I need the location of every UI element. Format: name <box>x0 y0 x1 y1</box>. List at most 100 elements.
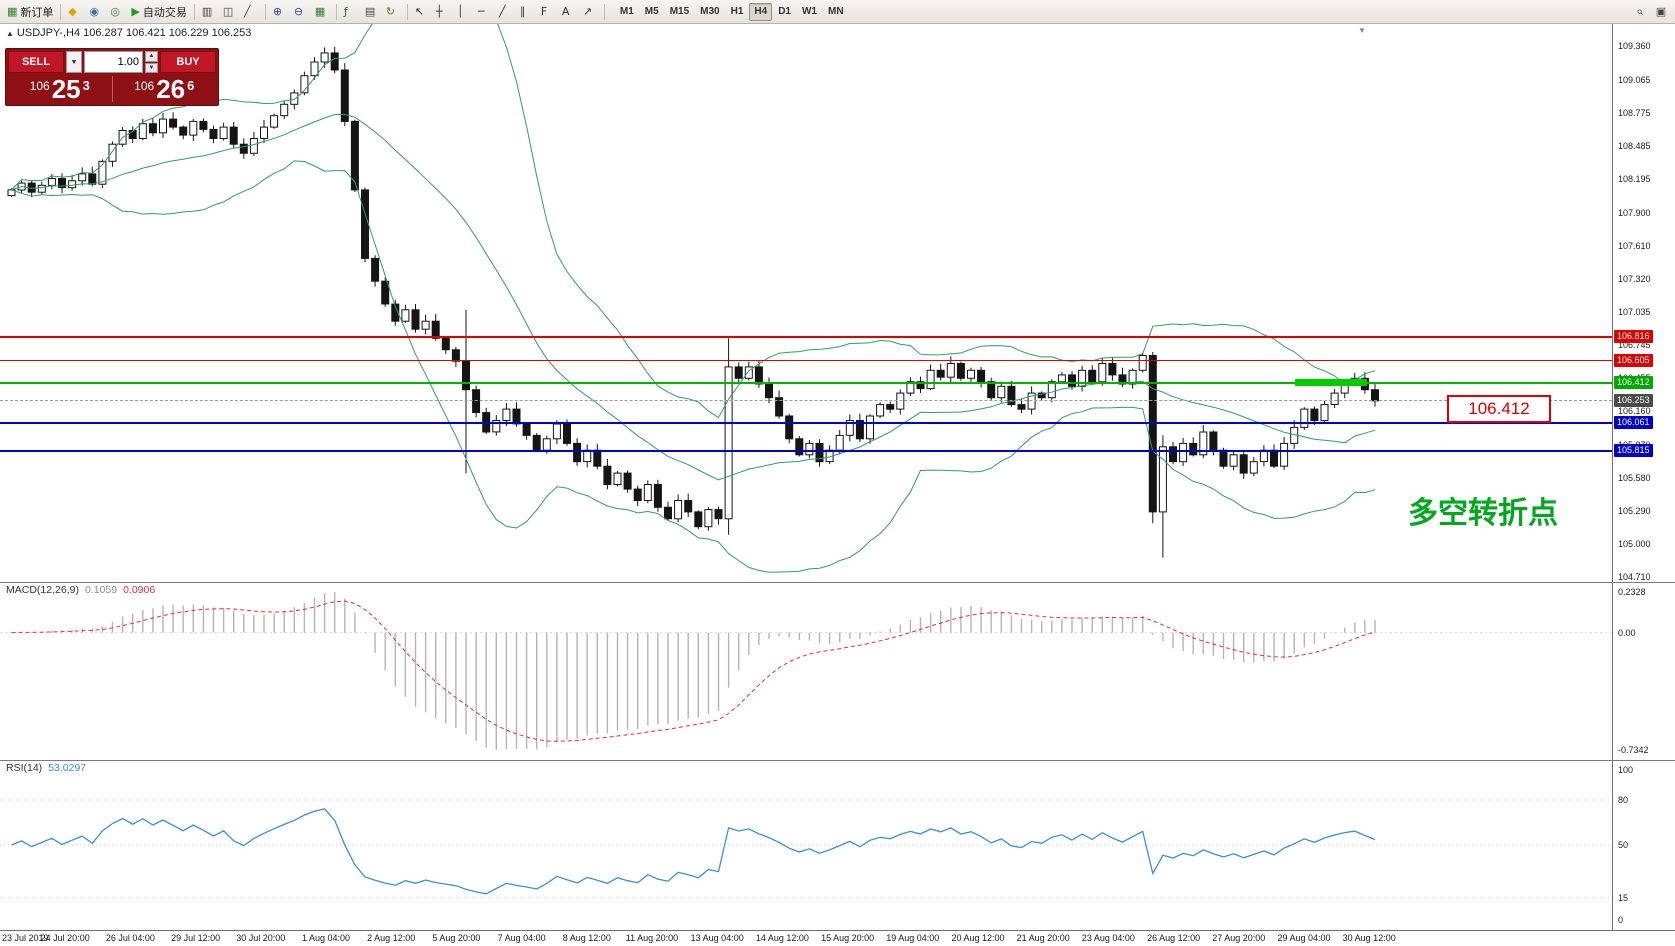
timeframe-w1-button[interactable]: W1 <box>797 3 822 21</box>
volume-step-down-button[interactable]: ▼ <box>145 62 158 73</box>
zoom-in-button[interactable]: ⊕ <box>270 2 290 22</box>
candlestick-chart[interactable] <box>0 24 1612 582</box>
volume-dropdown-button[interactable]: ▼ <box>66 51 82 73</box>
price-level-callout[interactable]: 106.412 <box>1447 395 1551 423</box>
timeframe-d1-button[interactable]: D1 <box>773 3 796 21</box>
auto-trading-icon: ▶ <box>131 5 140 18</box>
price-axis-label: 107.035 <box>1618 306 1651 317</box>
time-axis-label: 29 Aug 04:00 <box>1277 933 1331 943</box>
equidistant-channel-button[interactable]: ∥ <box>517 2 537 22</box>
price-axis-label: 105.000 <box>1618 538 1651 549</box>
price-axis-label: 109.360 <box>1618 41 1651 51</box>
timeframe-m15-button[interactable]: M15 <box>665 3 694 21</box>
horizontal-level-line-105.815[interactable] <box>0 449 1612 452</box>
fibonacci-button[interactable]: F <box>538 2 558 22</box>
time-axis-label: 26 Jul 04:00 <box>105 933 155 943</box>
volume-step-up-button[interactable]: ▲ <box>145 51 158 62</box>
volume-input[interactable] <box>84 51 143 73</box>
buy-button[interactable]: BUY <box>160 51 216 73</box>
new-order-label: 新订单 <box>20 6 54 19</box>
rsi-label: RSI(14) 53.0297 <box>6 762 87 774</box>
time-axis-label: 5 Aug 20:00 <box>432 933 481 943</box>
layouts-button[interactable]: ▣ <box>1651 2 1671 22</box>
candlestick-chart-button[interactable]: ◫ <box>220 2 240 22</box>
indicators-button[interactable]: ƒ <box>341 2 361 22</box>
timeframe-m5-button[interactable]: M5 <box>640 3 664 21</box>
toolbar-separator <box>60 3 62 20</box>
toolbar-separator <box>335 3 337 20</box>
timeframe-mn-button[interactable]: MN <box>823 3 849 21</box>
price-tag-106.816: 106.816 <box>1614 330 1653 343</box>
crosshair-button[interactable]: ┼ <box>433 2 453 22</box>
objects-list-button[interactable]: ▤ <box>362 2 382 22</box>
horizontal-level-line-106.605[interactable] <box>0 360 1612 362</box>
timeframe-m1-button[interactable]: M1 <box>615 3 639 21</box>
price-chart-panel[interactable]: ▲ USDJPY-,H4 106.287 106.421 106.229 106.… <box>0 24 1612 582</box>
price-tag-106.061: 106.061 <box>1614 416 1653 430</box>
price-axis-label: 106.160 <box>1618 406 1651 417</box>
panel-separator[interactable] <box>0 760 1675 761</box>
chart-area[interactable]: ▲ USDJPY-,H4 106.287 106.421 106.229 106.… <box>0 24 1675 946</box>
panel-separator[interactable] <box>0 582 1675 583</box>
time-axis-label: 7 Aug 04:00 <box>497 933 546 943</box>
time-axis-label: 23 Jul 2019 <box>2 933 49 943</box>
price-scale[interactable]: 109.360 109.065 108.775 108.485 108.195 107.9… <box>1612 24 1675 930</box>
horizontal-level-line-106.253[interactable] <box>0 400 1612 402</box>
trendline-icon: ╱ <box>498 5 506 18</box>
auto-trading-button[interactable]: ▶ 自动交易 <box>128 2 189 22</box>
symbol-ohlc-text: USDJPY-,H4 106.287 106.421 106.229 106.2… <box>16 27 252 39</box>
profile-button[interactable]: ◉ <box>86 2 106 22</box>
time-axis-label: 13 Aug 04:00 <box>690 933 744 943</box>
toolbar-separator <box>603 3 605 20</box>
search-button[interactable] <box>1630 2 1650 22</box>
refresh-button[interactable]: ↻ <box>383 2 403 22</box>
level-highlight-segment[interactable] <box>1295 379 1367 387</box>
trendline-button[interactable]: ╱ <box>496 2 516 22</box>
favorites-icon: ◆ <box>68 5 77 18</box>
time-scale[interactable]: 23 Jul 2019 24 Jul 20:00 26 Jul 04:00 29 Ju… <box>0 930 1675 946</box>
macd-value-signal: 0.0906 <box>123 584 156 596</box>
horizontal-level-line-106.061[interactable] <box>0 421 1612 424</box>
arrow-objects-button[interactable]: ↗ <box>580 2 600 22</box>
auto-trading-label: 自动交易 <box>142 6 187 19</box>
price-axis-label: 105.290 <box>1618 505 1651 516</box>
sell-button[interactable]: SELL <box>8 51 64 73</box>
rsi-axis-label: 100 <box>1618 765 1634 775</box>
line-chart-button[interactable]: ╱ <box>241 2 261 22</box>
chart-shift-marker-icon[interactable]: ▼ <box>1358 26 1366 35</box>
candlestick-chart-icon: ◫ <box>222 5 234 18</box>
time-axis-label: 1 Aug 04:00 <box>301 933 351 943</box>
market-watch-button[interactable]: ◎ <box>107 2 127 22</box>
tile-windows-icon: ▦ <box>314 5 326 18</box>
favorites-button[interactable]: ◆ <box>65 2 85 22</box>
bid-price[interactable]: 106 25 3 <box>29 74 90 104</box>
timeframe-h4-button[interactable]: H4 <box>749 2 773 21</box>
bar-chart-button[interactable]: ▥ <box>199 2 219 22</box>
chart-annotation-text[interactable]: 多空转折点 <box>1408 497 1558 530</box>
price-axis-label: 108.195 <box>1618 174 1651 185</box>
time-axis-label: 11 Aug 20:00 <box>625 933 679 943</box>
ask-price[interactable]: 106 26 6 <box>134 74 195 104</box>
timeframe-h1-button[interactable]: H1 <box>726 3 749 21</box>
price-divider <box>111 76 113 102</box>
rsi-panel[interactable]: RSI(14) 53.0297 <box>0 760 1612 930</box>
timeframe-m30-button[interactable]: M30 <box>695 3 724 21</box>
time-axis-label: 23 Aug 04:00 <box>1081 933 1135 943</box>
text-label-button[interactable]: A <box>559 2 579 22</box>
zoom-in-icon: ⊕ <box>272 5 283 18</box>
price-axis-label: 107.320 <box>1618 274 1651 284</box>
horizontal-line-button[interactable]: ─ <box>475 2 495 22</box>
time-axis-label: 20 Aug 12:00 <box>951 933 1005 943</box>
new-order-button[interactable]: ▦ 新订单 <box>4 2 56 22</box>
vertical-line-button[interactable]: │ <box>454 2 474 22</box>
tile-windows-button[interactable]: ▦ <box>312 2 332 22</box>
price-axis-label: 105.580 <box>1618 472 1651 483</box>
macd-panel[interactable]: MACD(12,26,9) 0.1059 0.0906 <box>0 582 1612 760</box>
price-tag-105.815: 105.815 <box>1614 444 1653 458</box>
rsi-axis-label: 15 <box>1618 892 1629 903</box>
cursor-button[interactable]: ↖ <box>412 2 432 22</box>
layouts-icon: ▣ <box>1655 5 1667 18</box>
horizontal-level-line-106.412[interactable] <box>0 381 1612 384</box>
horizontal-level-line-106.816[interactable] <box>0 335 1612 338</box>
zoom-out-button[interactable]: ⊖ <box>291 2 311 22</box>
